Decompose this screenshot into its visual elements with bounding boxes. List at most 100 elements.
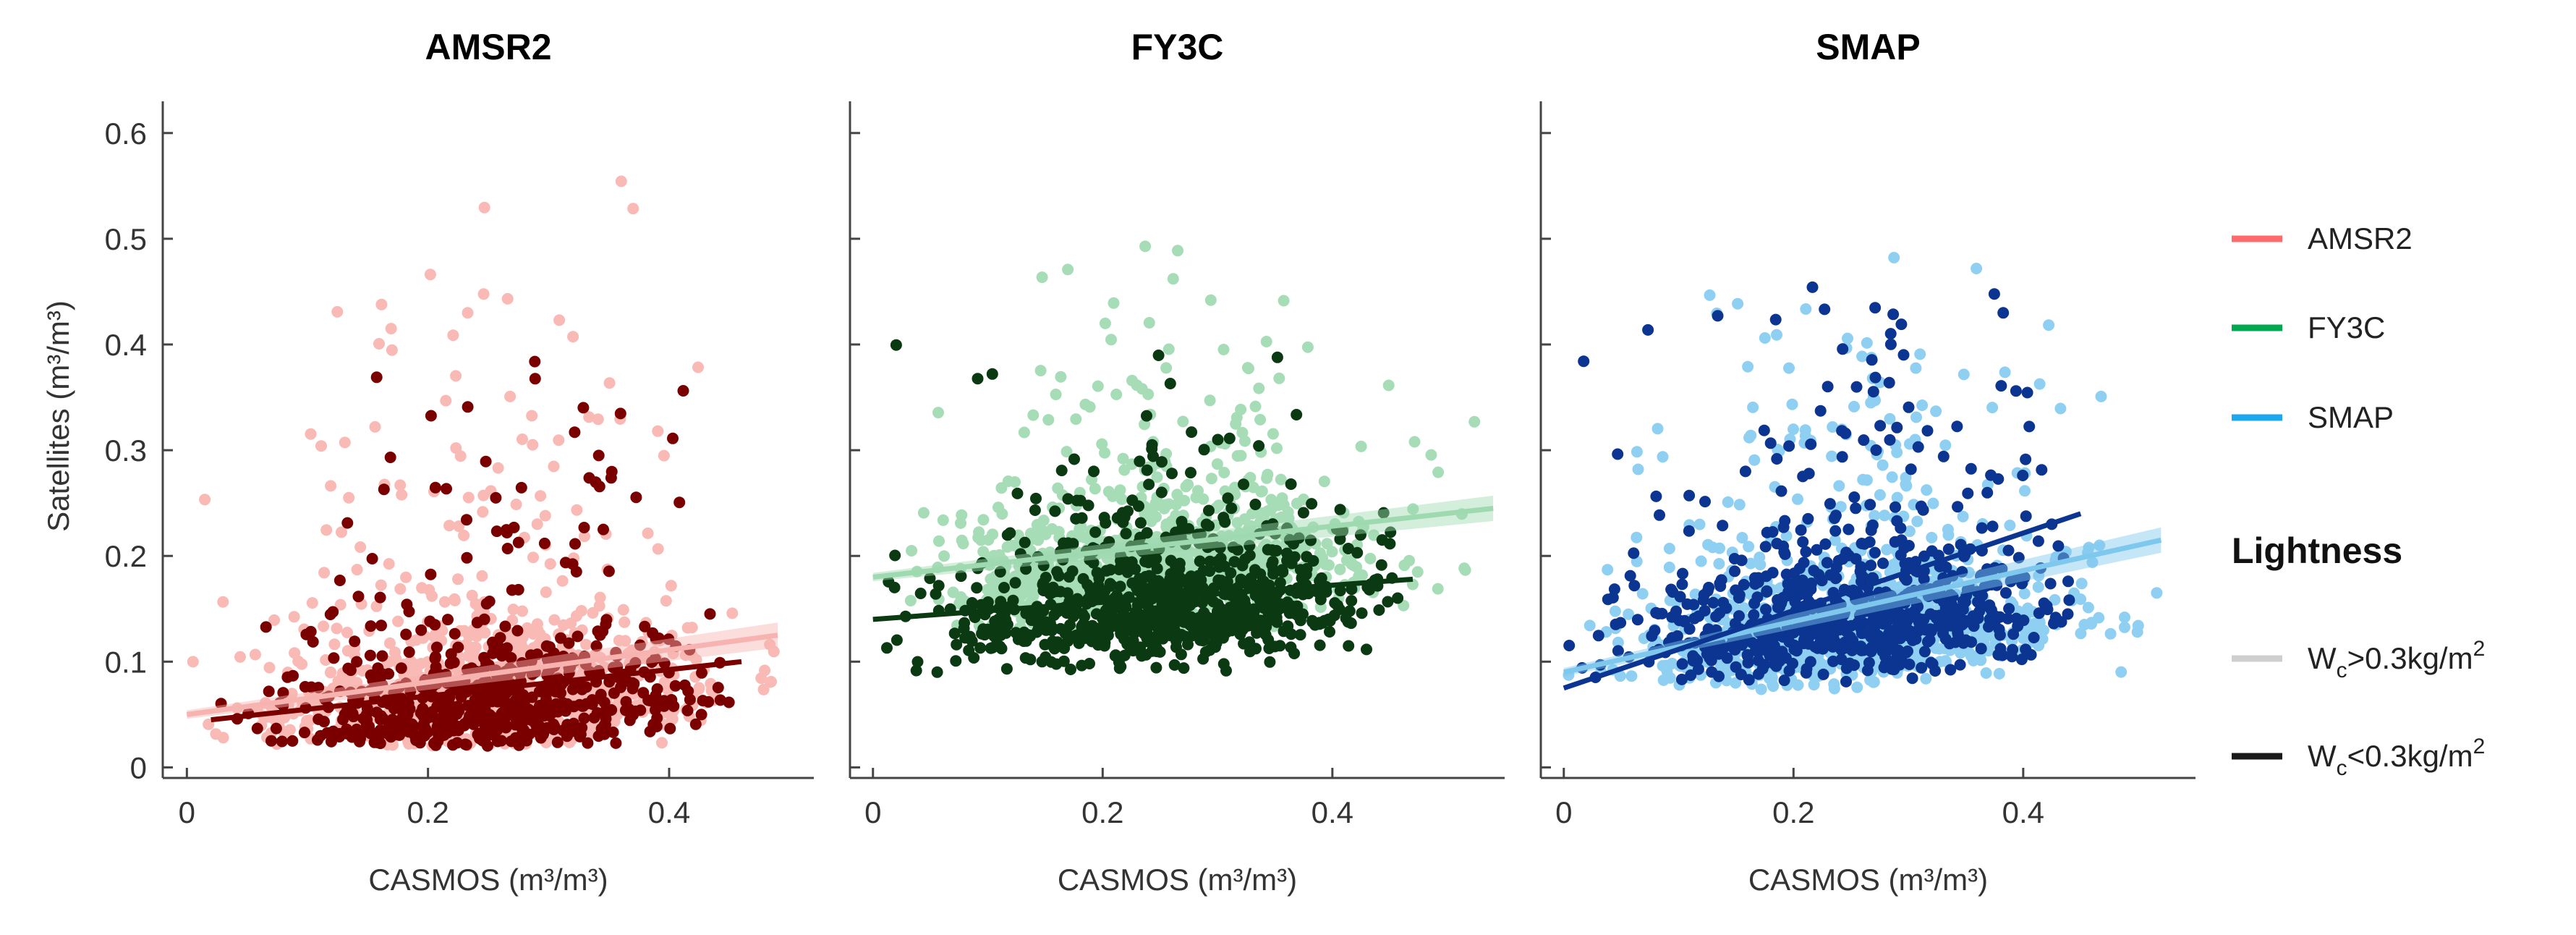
scatter-point [305, 428, 317, 440]
scatter-point [503, 699, 516, 711]
scatter-point [1070, 512, 1082, 525]
scatter-point [1155, 486, 1168, 499]
scatter-point [511, 625, 524, 637]
scatter-point [447, 329, 459, 342]
scatter-point [1887, 308, 1900, 321]
scatter-point [1921, 484, 1933, 496]
scatter-point [424, 268, 436, 281]
scatter-point [1152, 350, 1165, 361]
scatter-point [1879, 509, 1891, 522]
scatter-point [1114, 484, 1126, 496]
scatter-point [449, 594, 461, 606]
scatter-point [1088, 465, 1100, 478]
scatter-point [580, 638, 592, 651]
scatter-point [1683, 525, 1695, 537]
scatter-point [590, 476, 602, 488]
scatter-point [1218, 467, 1230, 478]
scatter-point [1850, 381, 1863, 393]
scatter-point [1897, 349, 1910, 361]
scatter-point [1254, 413, 1267, 426]
scatter-point [1432, 466, 1445, 478]
scatter-point [1954, 659, 1966, 671]
scatter-point [384, 637, 396, 649]
scatter-point [1203, 504, 1215, 517]
scatter-point [1346, 595, 1358, 607]
scatter-point [1300, 568, 1312, 580]
scatter-point [1986, 402, 1999, 414]
scatter-point [1249, 400, 1262, 412]
scatter-point [1205, 473, 1217, 485]
scatter-point [639, 620, 651, 632]
scatter-point [1117, 516, 1129, 528]
scatter-point [1134, 517, 1147, 529]
scatter-point [425, 410, 437, 422]
scatter-point [1318, 475, 1330, 488]
scatter-point [452, 641, 464, 653]
scatter-point [1965, 462, 1977, 475]
scatter-point [1376, 534, 1388, 546]
scatter-point [535, 490, 547, 502]
scatter-point [1230, 411, 1243, 423]
scatter-point [1115, 493, 1128, 505]
scatter-point [966, 597, 978, 609]
y-tick-label: 0.3 [105, 433, 147, 468]
scatter-point [1742, 360, 1754, 373]
scatter-point [1042, 414, 1055, 426]
scatter-point [1055, 465, 1068, 477]
scatter-point [333, 731, 346, 742]
scatter-point [1356, 607, 1368, 619]
scatter-point [504, 390, 517, 402]
scatter-point [608, 661, 619, 674]
scatter-point [331, 305, 344, 318]
scatter-point [415, 707, 427, 719]
scatter-point [590, 640, 603, 652]
scatter-point [529, 355, 541, 368]
scatter-point [2119, 612, 2130, 623]
scatter-point [1748, 454, 1761, 466]
scatter-point [365, 620, 377, 632]
scatter-point [550, 698, 562, 710]
scatter-point [1019, 536, 1031, 549]
scatter-point [1342, 543, 1354, 554]
scatter-point [1628, 580, 1641, 592]
scatter-point [1884, 433, 1896, 446]
scatter-point [1231, 517, 1244, 529]
scatter-point [1829, 572, 1842, 585]
scatter-point [1432, 583, 1444, 595]
scatter-point [357, 712, 370, 724]
scatter-point [1262, 468, 1274, 481]
scatter-point [567, 331, 579, 343]
scatter-point [217, 596, 229, 608]
scatter-point [1238, 478, 1249, 491]
scatter-point [1795, 524, 1807, 536]
scatter-point [234, 651, 246, 663]
scatter-point [490, 491, 502, 504]
scatter-point [1771, 453, 1783, 465]
scatter-point [1166, 623, 1178, 635]
scatter-point [656, 737, 668, 749]
scatter-point [279, 711, 291, 724]
scatter-point [1060, 446, 1073, 458]
scatter-point [426, 590, 438, 602]
scatter-point [1235, 576, 1247, 588]
scatter-point [501, 527, 513, 538]
scatter-point [1170, 560, 1182, 572]
scatter-point [331, 622, 343, 635]
scatter-point [249, 648, 261, 661]
scatter-point [614, 407, 626, 420]
scatter-point [1876, 459, 1889, 471]
scatter-point [610, 737, 622, 749]
scatter-point [1759, 332, 1771, 344]
scatter-point [1275, 473, 1287, 486]
scatter-point [1748, 609, 1760, 621]
scatter-point [1930, 405, 1942, 418]
scatter-point [1186, 426, 1198, 439]
scatter-point [1425, 449, 1437, 461]
scatter-point [461, 514, 472, 526]
scatter-point [2052, 540, 2065, 552]
scatter-point [1992, 473, 2005, 485]
scatter-point [1288, 648, 1301, 659]
scatter-point [1775, 485, 1788, 497]
